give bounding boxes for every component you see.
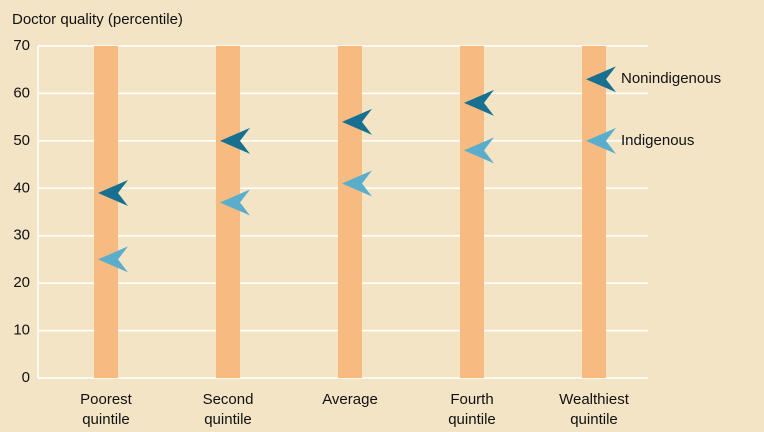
x-tick-label: Fourth quintile <box>448 391 496 428</box>
y-tick-label: 0 <box>22 369 30 386</box>
x-tick-label: Wealthiest quintile <box>559 391 630 428</box>
arrow-marker <box>464 89 494 116</box>
column-band <box>94 46 118 378</box>
arrow-marker <box>586 66 616 93</box>
arrow-marker <box>220 189 250 216</box>
y-axis-label: Doctor quality (percentile) <box>12 11 183 28</box>
arrow-marker <box>98 180 128 207</box>
x-tick-label: Second quintile <box>203 391 254 428</box>
arrow-marker <box>220 127 250 154</box>
column-band <box>338 46 362 378</box>
arrow-marker <box>98 246 128 273</box>
arrow-marker <box>586 127 616 154</box>
x-tick-label: Average <box>322 391 378 408</box>
y-tick-label: 40 <box>13 179 30 196</box>
y-tick-label: 50 <box>13 132 30 149</box>
arrow-marker <box>464 137 494 164</box>
arrow-marker <box>342 108 372 135</box>
x-tick-label: Poorest quintile <box>80 391 133 428</box>
arrow-marker <box>342 170 372 197</box>
y-tick-label: 20 <box>13 274 30 291</box>
y-tick-label: 30 <box>13 227 30 244</box>
series-label: Nonindigenous <box>621 70 721 87</box>
y-tick-label: 60 <box>13 84 30 101</box>
series-label: Indigenous <box>621 132 694 149</box>
y-tick-label: 10 <box>13 322 30 339</box>
column-band <box>460 46 484 378</box>
column-band <box>216 46 240 378</box>
y-tick-label: 70 <box>13 37 30 54</box>
column-band <box>582 46 606 378</box>
